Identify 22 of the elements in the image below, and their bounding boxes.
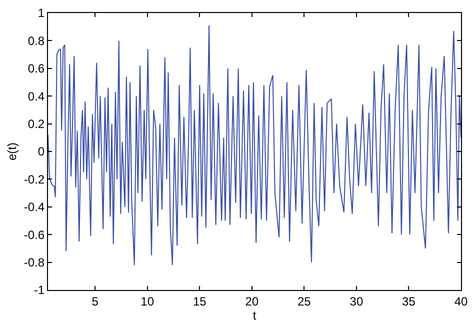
y-tick-label: -0.2 bbox=[24, 172, 45, 186]
x-tick-label: 40 bbox=[454, 294, 468, 308]
y-tick-label: 1 bbox=[38, 6, 45, 20]
x-tick-label: 10 bbox=[140, 294, 154, 308]
x-tick-label: 30 bbox=[350, 294, 364, 308]
x-tick-label: 25 bbox=[297, 294, 312, 308]
y-tick-label: 0.6 bbox=[28, 62, 45, 76]
y-tick-label: -0.4 bbox=[24, 200, 45, 214]
x-tick-label: 35 bbox=[402, 294, 416, 308]
x-tick-label: 5 bbox=[92, 294, 99, 308]
y-axis-title: e(t) bbox=[5, 142, 20, 160]
y-tick-label: -1 bbox=[34, 283, 45, 298]
y-tick-label: -0.8 bbox=[24, 256, 45, 270]
y-tick-label: 0.2 bbox=[28, 117, 45, 131]
x-axis-title: t bbox=[252, 308, 257, 322]
y-tick-label: 0.4 bbox=[28, 89, 45, 104]
x-tick-label: 20 bbox=[245, 294, 259, 308]
y-tick-label: 0.8 bbox=[28, 34, 45, 48]
line-series bbox=[48, 24, 461, 266]
y-tick-label: -0.6 bbox=[24, 228, 45, 242]
x-tick-label: 15 bbox=[192, 294, 207, 308]
y-tick-label: 0 bbox=[38, 144, 45, 159]
